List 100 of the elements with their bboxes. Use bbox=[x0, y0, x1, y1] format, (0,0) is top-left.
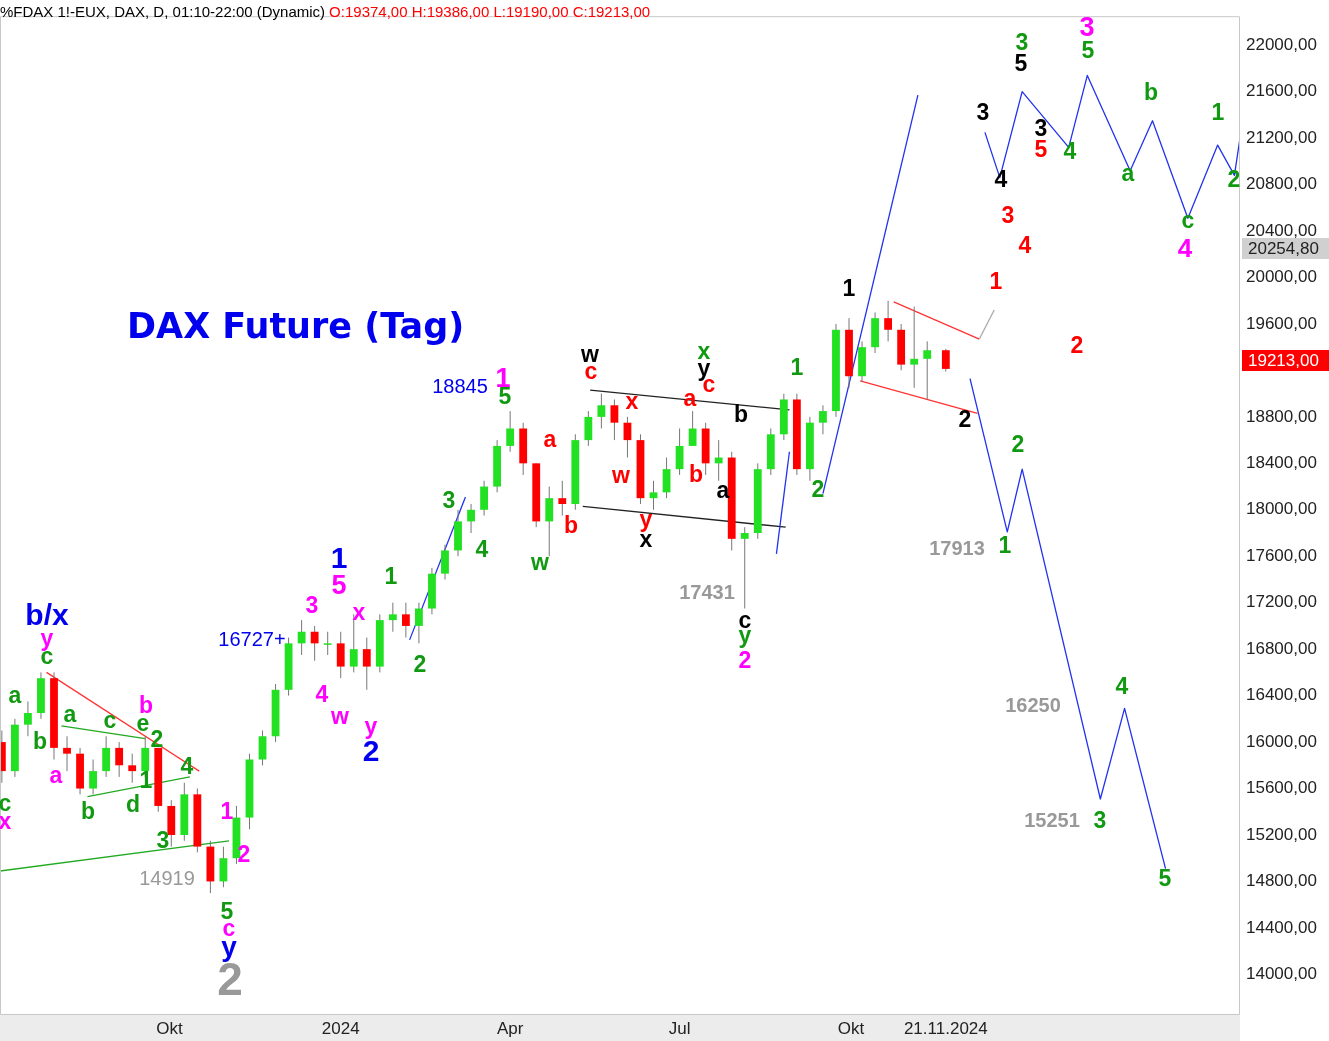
candlestick bbox=[941, 348, 950, 373]
annotation: 4 bbox=[1177, 233, 1193, 264]
annotation: b bbox=[80, 798, 96, 825]
annotation: w bbox=[530, 549, 550, 576]
candlestick bbox=[923, 340, 932, 400]
annotation: 1 bbox=[384, 563, 398, 590]
candlestick bbox=[323, 631, 332, 656]
annotation: 3 bbox=[1001, 202, 1015, 229]
y-tick-label: 15200,00 bbox=[1246, 824, 1317, 844]
x-tick-label: Okt bbox=[156, 1018, 183, 1038]
annotation: 3 bbox=[305, 592, 319, 619]
candlestick bbox=[610, 398, 619, 441]
annotation: 16727+ bbox=[218, 627, 286, 650]
candlestick bbox=[688, 410, 697, 447]
annotation: 3 bbox=[976, 99, 990, 126]
y-tick-label: 18000,00 bbox=[1246, 499, 1317, 519]
annotation: 1 bbox=[1211, 99, 1225, 126]
annotation: c bbox=[1181, 207, 1195, 234]
candlestick bbox=[910, 306, 919, 389]
annotation: 1 bbox=[790, 354, 804, 381]
y-tick-label: 19600,00 bbox=[1246, 313, 1317, 333]
annotation: 15251 bbox=[1024, 808, 1080, 831]
annotation: b bbox=[1143, 79, 1159, 106]
annotation: 4 bbox=[475, 536, 489, 563]
annotation: 2 bbox=[237, 841, 251, 868]
y-tick-label: 21200,00 bbox=[1246, 127, 1317, 147]
annotation: b bbox=[32, 728, 48, 755]
candlestick bbox=[558, 480, 567, 517]
chart-subtitle: %FDAX 1!-EUX, DAX, D, 01:10-22:00 (Dynamic) bbox=[0, 3, 326, 20]
annotation: a bbox=[543, 426, 557, 453]
candlestick bbox=[128, 753, 137, 784]
x-tick-label: 21.11.2024 bbox=[903, 1018, 988, 1038]
annotation: 5 bbox=[1081, 37, 1095, 64]
candlestick bbox=[584, 410, 593, 447]
annotation: d bbox=[125, 791, 141, 818]
y-tick-label: 18800,00 bbox=[1246, 406, 1317, 426]
candlestick bbox=[336, 631, 345, 679]
annotation: O:19374,00 H:19386,00 L:19190,00 C:19213,00 bbox=[329, 3, 651, 20]
y-tick-label: 15600,00 bbox=[1246, 778, 1317, 798]
annotation: 4 bbox=[1115, 673, 1129, 700]
y-tick-label: 22000,00 bbox=[1246, 34, 1317, 54]
candlestick bbox=[102, 735, 111, 778]
y-tick-label: 20800,00 bbox=[1246, 174, 1317, 194]
annotation: c bbox=[103, 707, 117, 734]
text: 19213,00 bbox=[1248, 350, 1319, 370]
annotation: 5 bbox=[1158, 865, 1172, 892]
annotation: x bbox=[625, 388, 639, 415]
x-tick-label: 2024 bbox=[321, 1018, 360, 1038]
candlestick bbox=[89, 758, 97, 795]
annotation: b bbox=[688, 461, 704, 488]
annotation: 18845 bbox=[432, 374, 488, 397]
y-tick-label: 21600,00 bbox=[1246, 81, 1317, 101]
candlestick bbox=[545, 486, 554, 557]
candlestick bbox=[310, 625, 319, 662]
text: DAX Future (Tag) bbox=[127, 306, 465, 346]
y-tick-label: 14000,00 bbox=[1246, 964, 1317, 984]
candlestick bbox=[63, 735, 71, 772]
candlestick bbox=[362, 637, 371, 691]
annotation: 2 bbox=[413, 651, 427, 678]
annotation: 5 bbox=[1014, 50, 1028, 77]
candlestick bbox=[297, 619, 306, 656]
y-tick-label: 16800,00 bbox=[1246, 638, 1317, 658]
annotation: b/x bbox=[25, 598, 69, 632]
y-tick-label: 16000,00 bbox=[1246, 731, 1317, 751]
text: 20254,80 bbox=[1248, 238, 1319, 258]
candlestick bbox=[819, 404, 827, 435]
annotation: w bbox=[611, 462, 631, 489]
annotation: a bbox=[1121, 160, 1135, 187]
annotation: 14919 bbox=[139, 866, 195, 889]
y-tick-label: 18400,00 bbox=[1246, 453, 1317, 473]
annotation: 1 bbox=[989, 268, 1003, 295]
candlestick bbox=[506, 410, 515, 453]
annotation: 1 bbox=[220, 798, 234, 825]
annotation: 4 bbox=[994, 166, 1008, 193]
candlestick bbox=[401, 602, 410, 639]
x-tick-label: Okt bbox=[837, 1018, 865, 1038]
x-tick-label: Apr bbox=[496, 1018, 524, 1038]
annotation: 2 bbox=[738, 647, 752, 674]
candlestick bbox=[649, 480, 658, 511]
annotation: x bbox=[352, 599, 366, 626]
y-tick-label: 20400,00 bbox=[1246, 220, 1317, 240]
annotation: a bbox=[8, 682, 22, 709]
annotation: 17431 bbox=[679, 580, 735, 603]
annotation: 17913 bbox=[929, 536, 985, 559]
candlestick bbox=[884, 300, 893, 342]
candlestick bbox=[388, 602, 397, 633]
candlestick bbox=[480, 480, 488, 517]
annotation: 3 bbox=[156, 827, 170, 854]
annotation: 4 bbox=[1063, 138, 1077, 165]
annotation: 3 bbox=[1093, 807, 1107, 834]
candlestick bbox=[597, 393, 606, 429]
candlestick bbox=[467, 503, 475, 534]
annotation: 2 bbox=[1070, 332, 1084, 359]
y-tick-label: 16400,00 bbox=[1246, 685, 1317, 705]
candlestick bbox=[415, 602, 423, 644]
annotation: b bbox=[733, 401, 749, 428]
y-tick-label: 17600,00 bbox=[1246, 545, 1317, 565]
annotation: w bbox=[330, 703, 350, 730]
y-tick-label: 14800,00 bbox=[1246, 871, 1317, 891]
annotation: 3 bbox=[442, 487, 456, 514]
